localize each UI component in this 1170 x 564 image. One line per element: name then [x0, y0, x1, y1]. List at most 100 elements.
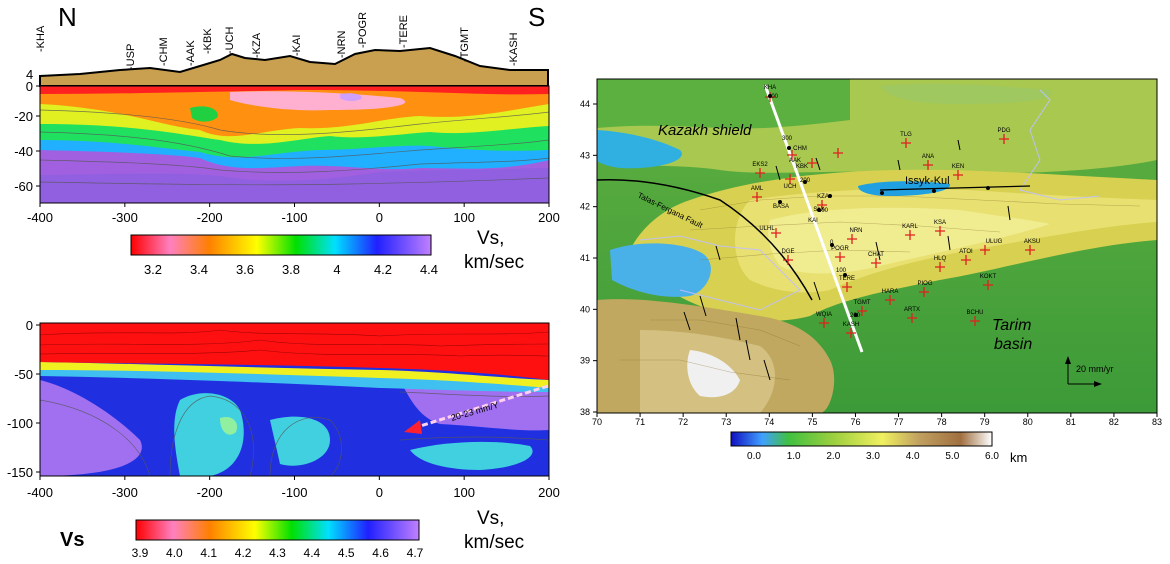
- colorbar-tick-label: 3.4: [190, 262, 208, 277]
- lon-tick-label: 74: [764, 417, 774, 427]
- bottom-y-axis: 0 -50 -100 -150: [7, 318, 40, 480]
- lon-tick-label: 70: [592, 417, 602, 427]
- top-colorbar-ticks: 3.2 3.4 3.6 3.8 4 4.2 4.4: [144, 262, 438, 277]
- map-station-label: TLG: [900, 132, 912, 138]
- colorbar-tick-label: 3.9: [132, 546, 149, 560]
- profile-station-label: -KBK: [202, 28, 214, 54]
- lon-tick-label: 72: [678, 417, 688, 427]
- map-station-label: HARA: [882, 289, 899, 295]
- lat-tick-label: 43: [580, 150, 590, 160]
- profile-station-label: -TERE: [398, 15, 410, 48]
- profile-distance-tick: 300: [782, 136, 793, 142]
- colorbar-tick-label: 4.1: [200, 546, 217, 560]
- lon-tick-label: 78: [937, 417, 947, 427]
- map-station-label: ULUG: [986, 239, 1003, 245]
- colorbar-tick-label: 4.6: [372, 546, 389, 560]
- colorbar-tick-label: 4.7: [407, 546, 424, 560]
- lat-tick-label: 40: [580, 304, 590, 314]
- map-longitude-axis: 70 71 72 73 74 75 76 77 78 79 80 81 82 83: [592, 413, 1162, 427]
- lon-tick-label: 83: [1152, 417, 1162, 427]
- x-tick-label: 200: [538, 485, 560, 500]
- map-station-label: KASH: [843, 322, 859, 328]
- lon-tick-label: 71: [635, 417, 645, 427]
- top-x-axis: -400 -300 -200 -100 0 100 200: [27, 203, 560, 225]
- lon-tick-label: 81: [1066, 417, 1076, 427]
- profile-station-label: -KHA: [35, 25, 47, 52]
- map-colorbar-ticks: 0.0 1.0 2.0 3.0 4.0 5.0 6.0: [747, 451, 999, 462]
- colorbar-tick-label: 4.0: [166, 546, 183, 560]
- map-station-label: ARTX: [904, 307, 920, 313]
- profile-distance-tick: 200: [850, 313, 861, 319]
- y-tick-label: -20: [14, 109, 33, 124]
- x-tick-label: -100: [281, 485, 307, 500]
- map-station-label: EKS2: [752, 162, 768, 168]
- map-station-label: CHM: [793, 146, 807, 152]
- bottom-x-axis: -400 -300 -200 -100 0 100 200: [27, 476, 560, 500]
- profile-station-label: -NRN: [336, 30, 348, 58]
- bottom-unit-1: Vs,: [477, 508, 504, 529]
- map-station-label: BASA: [773, 204, 789, 210]
- map-station-label: ULHL: [759, 226, 775, 232]
- profile-distance-tick: 100: [836, 268, 847, 274]
- x-tick-label: 100: [453, 485, 475, 500]
- map-station-label: KARL: [902, 224, 918, 230]
- colorbar-tick-label: 3.2: [144, 262, 162, 277]
- vs-section-crust: [40, 86, 549, 203]
- x-tick-label: 200: [538, 210, 560, 225]
- kazakh-shield-label: Kazakh shield: [658, 122, 752, 139]
- map-station-label: AML: [751, 186, 764, 192]
- topographic-map: [597, 79, 1157, 413]
- map-colorbar-tick-label: 6.0: [985, 451, 999, 462]
- top-colorbar: [130, 234, 432, 256]
- south-label: S: [528, 2, 545, 32]
- y-tick-label: -60: [14, 179, 33, 194]
- colorbar-tick-label: 4.3: [269, 546, 286, 560]
- lat-tick-label: 44: [580, 99, 590, 109]
- map-station-label: NRN: [850, 228, 863, 234]
- profile-station-label: -CHM: [158, 37, 170, 66]
- profile-distance-tick: 100: [818, 208, 829, 214]
- profile-station-labels: -KHA -USP -CHM -AAK -KBK -UCH -KZA -KAI -NRN -POG…: [35, 12, 520, 70]
- map-station-label: AKSU: [1024, 239, 1040, 245]
- bottom-colorbar-ticks: 3.9 4.0 4.1 4.2 4.3 4.4 4.5 4.6 4.7: [132, 546, 424, 560]
- map-colorbar: [730, 431, 993, 447]
- map-station-label: TERE: [839, 276, 855, 282]
- profile-distance-tick: 200: [800, 178, 811, 184]
- x-tick-label: 0: [376, 485, 383, 500]
- topo-tick: 4: [26, 67, 33, 82]
- x-tick-label: -400: [27, 210, 53, 225]
- profile-distance-tick: 0: [830, 240, 834, 246]
- x-tick-label: -200: [197, 485, 223, 500]
- map-station-label: UCH: [784, 184, 797, 190]
- map-station-label: ATOI: [959, 249, 973, 255]
- map-station-label: KEN: [952, 164, 964, 170]
- issyk-kul-label: Issyk-Kul: [905, 175, 950, 187]
- profile-station-label: -UCH: [224, 26, 236, 54]
- lon-tick-label: 79: [980, 417, 990, 427]
- map-station-label: KBK: [796, 164, 808, 170]
- map-colorbar-tick-label: 2.0: [826, 451, 840, 462]
- tarim-label-1: Tarim: [992, 317, 1031, 334]
- x-tick-label: -300: [112, 210, 138, 225]
- colorbar-tick-label: 3.6: [236, 262, 254, 277]
- motion-arrow: [404, 384, 549, 434]
- tarim-label-2: basin: [994, 336, 1032, 353]
- map-station-label: ANA: [922, 154, 934, 160]
- map-station-label: KZA: [817, 194, 829, 200]
- vs-section-mantle: [40, 323, 549, 476]
- profile-station-label: -TGMT: [459, 27, 471, 62]
- lon-tick-label: 77: [894, 417, 904, 427]
- y-tick-label: -150: [7, 465, 33, 480]
- bottom-colorbar: [135, 519, 420, 541]
- map-profile-ticks: 400 300 200 100 0 100 200: [768, 94, 861, 319]
- y-tick-label: -40: [14, 144, 33, 159]
- colorbar-tick-label: 4.2: [235, 546, 252, 560]
- map-station-label: TGMT: [854, 300, 871, 306]
- x-tick-label: -300: [112, 485, 138, 500]
- lat-tick-label: 42: [580, 202, 590, 212]
- lon-tick-label: 75: [807, 417, 817, 427]
- map-station-label: KOKT: [980, 274, 997, 280]
- map-station-label: KAI: [808, 218, 818, 224]
